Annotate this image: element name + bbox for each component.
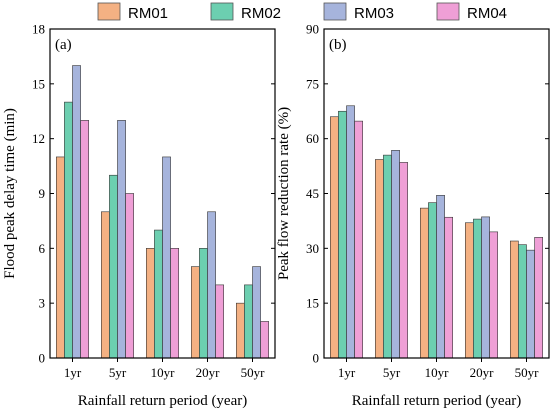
y-tick-label: 90 xyxy=(306,22,319,37)
panel-label: (b) xyxy=(329,37,347,53)
bar-b-rm01-5yr xyxy=(374,159,384,359)
legend-label-rm03: RM03 xyxy=(354,5,394,22)
y-tick-label: 6 xyxy=(39,241,46,256)
bar-a-rm01-50yr xyxy=(236,302,245,359)
bar-b-rm03-20yr xyxy=(481,216,490,359)
legend-label-rm04: RM04 xyxy=(467,5,507,22)
x-tick-label: 10yr xyxy=(151,365,176,380)
y-tick-label: 0 xyxy=(39,351,46,366)
legend-swatch-rm03 xyxy=(323,2,347,21)
bar-b-rm04-5yr xyxy=(399,162,409,359)
bar-b-rm03-1yr xyxy=(346,105,355,359)
bar-b-rm03-5yr xyxy=(391,150,400,359)
bar-a-rm04-1yr xyxy=(80,120,89,359)
y-tick-label: 60 xyxy=(306,131,319,146)
x-tick-label: 20yr xyxy=(470,365,495,380)
panel-label: (a) xyxy=(55,37,72,53)
y-tick-label: 15 xyxy=(306,296,319,311)
y-tick-label: 18 xyxy=(32,22,45,37)
bar-b-rm02-10yr xyxy=(428,202,437,359)
bar-a-rm02-10yr xyxy=(154,229,163,359)
x-tick-label: 1yr xyxy=(64,365,82,380)
plot-frame xyxy=(49,28,276,359)
bar-a-rm02-20yr xyxy=(199,248,208,359)
bar-b-rm02-50yr xyxy=(518,244,527,359)
bar-a-rm02-5yr xyxy=(109,174,118,359)
bar-a-rm03-50yr xyxy=(252,266,261,359)
plot-frame xyxy=(323,28,550,359)
x-axis-label: Rainfall return period (year) xyxy=(78,393,248,409)
legend-swatch-rm02 xyxy=(210,2,234,21)
bar-b-rm01-50yr xyxy=(509,240,519,359)
bar-b-rm02-1yr xyxy=(338,110,347,359)
bar-b-rm01-10yr xyxy=(419,207,429,359)
bar-b-rm02-20yr xyxy=(473,218,482,359)
bar-b-rm04-50yr xyxy=(534,237,543,359)
y-tick-label: 9 xyxy=(39,186,46,201)
bar-a-rm04-20yr xyxy=(215,284,225,359)
x-axis-label: Rainfall return period (year) xyxy=(352,393,522,409)
bar-a-rm02-1yr xyxy=(64,101,73,359)
chart-panel-b: 1yr 5yr 10yr 20yr 50yr 0 15 30 45 60 75 90 (b) Rainfa… xyxy=(276,22,550,409)
x-tick-label: 5yr xyxy=(109,365,127,380)
y-tick-label: 15 xyxy=(32,76,45,91)
y-tick-label: 45 xyxy=(306,186,319,201)
bar-a-rm03-1yr xyxy=(72,65,81,359)
chart-panel-a: 1yr 5yr 10yr 20yr 50yr 0 3 6 9 12 15 18 (a) Rainfall … xyxy=(2,22,276,409)
y-tick-label: 30 xyxy=(306,241,319,256)
bar-a-rm03-5yr xyxy=(117,120,126,359)
legend-label-rm01: RM01 xyxy=(128,5,168,22)
bar-a-rm04-50yr xyxy=(260,321,270,359)
y-tick-label: 75 xyxy=(306,76,319,91)
bar-b-rm04-20yr xyxy=(489,231,499,359)
bar-a-rm02-50yr xyxy=(244,284,253,359)
x-tick-label: 5yr xyxy=(383,365,401,380)
bar-b-rm01-20yr xyxy=(464,222,474,359)
bar-b-rm03-50yr xyxy=(526,249,535,359)
y-axis-label: Peak flow reduction rate (%) xyxy=(276,107,292,280)
bar-b-rm04-1yr xyxy=(354,120,364,359)
bar-a-rm01-1yr xyxy=(55,156,65,359)
bar-a-rm03-10yr xyxy=(162,156,171,359)
bar-b-rm04-10yr xyxy=(444,216,454,359)
bar-a-rm01-10yr xyxy=(146,248,155,359)
bar-b-rm03-10yr xyxy=(436,195,445,359)
bar-a-rm01-5yr xyxy=(101,211,110,359)
bar-b-rm01-1yr xyxy=(329,116,339,359)
bar-a-rm04-10yr xyxy=(170,248,180,359)
legend: RM01 RM02 RM03 RM04 xyxy=(97,2,507,22)
y-tick-label: 12 xyxy=(32,131,45,146)
y-tick-label: 0 xyxy=(313,351,320,366)
bar-b-rm02-5yr xyxy=(383,154,392,359)
legend-swatch-rm01 xyxy=(97,2,121,21)
bar-a-rm03-20yr xyxy=(207,211,216,359)
bar-a-rm04-5yr xyxy=(125,193,134,359)
legend-label-rm02: RM02 xyxy=(241,5,281,22)
x-tick-label: 50yr xyxy=(515,365,540,380)
x-tick-label: 1yr xyxy=(338,365,356,380)
y-tick-label: 3 xyxy=(39,296,46,311)
bar-a-rm01-20yr xyxy=(191,266,200,359)
x-tick-label: 10yr xyxy=(425,365,450,380)
x-tick-label: 50yr xyxy=(241,365,266,380)
x-tick-label: 20yr xyxy=(196,365,221,380)
y-axis-label: Flood peak delay time (min) xyxy=(2,108,18,279)
legend-swatch-rm04 xyxy=(436,2,460,21)
